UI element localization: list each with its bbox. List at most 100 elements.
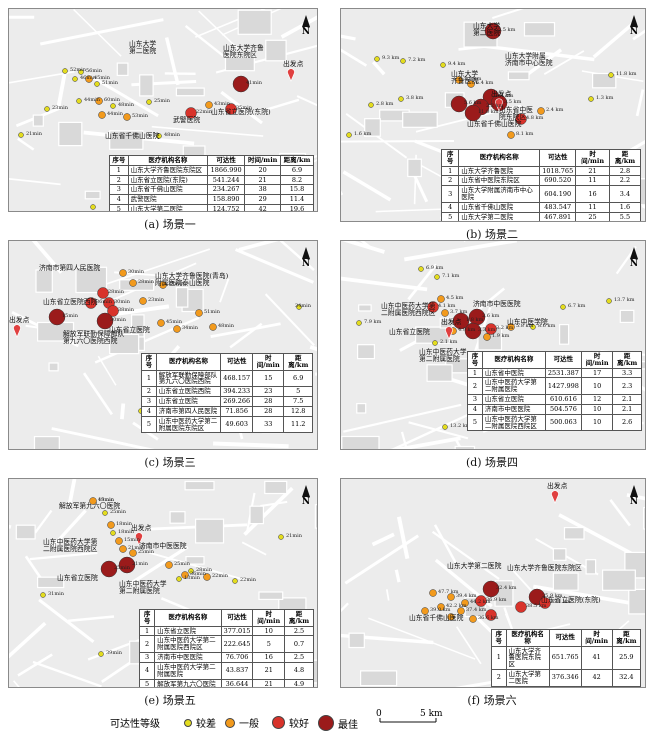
hospital-marker xyxy=(398,96,404,102)
hospital-name-label: 山东省立医院(东院) xyxy=(541,596,601,604)
table-row: 5 山东大学第二医院 124.752 42 19.6 xyxy=(109,204,314,211)
table-cell: 3 xyxy=(138,652,156,663)
travel-time-label: 22min xyxy=(212,573,228,579)
hospital-marker xyxy=(129,279,137,287)
scale-km: 5 km xyxy=(420,709,443,719)
ranking-table: 序号 医疗机构名称 可达性 时间/min 距离/km 1 山东大学齐鲁医院东院区 651.76… xyxy=(491,629,642,687)
table-cell: 49.603 xyxy=(220,415,254,434)
table-cell: 山东省千佛山医院 xyxy=(505,685,550,687)
table-row: 5 山东大学第二医院 467.891 25 5.5 xyxy=(440,211,642,221)
table-header-cell: 距离/km xyxy=(280,155,314,166)
travel-time-label: 4.1 km xyxy=(438,303,456,309)
table-header-cell: 可达性 xyxy=(206,155,246,166)
travel-time-label: 3.8 km xyxy=(406,95,424,101)
table-cell: 604.190 xyxy=(539,185,577,203)
table-cell: 山东省中医院东院区 xyxy=(458,175,541,187)
hospital-name-label: 山东省千佛山医院 xyxy=(467,120,522,128)
travel-time-label: 35.1 km xyxy=(550,599,571,605)
hospital-marker xyxy=(129,549,137,557)
hospital-marker xyxy=(85,75,93,83)
travel-time-label: 15min xyxy=(62,313,78,319)
table-cell: 21 xyxy=(252,661,286,680)
hospital-marker xyxy=(537,107,545,115)
table-header-cell: 医疗机构名称 xyxy=(458,149,541,167)
hospital-marker xyxy=(97,287,109,299)
legend-level-fair: 一般 xyxy=(225,715,259,730)
table-cell: 222.645 xyxy=(220,635,254,654)
travel-time-label: 21min xyxy=(26,131,42,137)
travel-time-label: 3.7 km xyxy=(450,309,468,315)
hospital-marker xyxy=(608,72,614,78)
table-row: 3 山东省立医院 269.266 28 7.5 xyxy=(141,396,313,407)
hospital-marker xyxy=(107,521,115,529)
level-dot-icon xyxy=(318,715,334,731)
hospital-marker xyxy=(434,274,440,280)
table-header-cell: 时间/min xyxy=(580,351,614,369)
north-arrow-icon: N xyxy=(299,15,313,37)
table-cell: 25.9 xyxy=(611,645,642,671)
hospital-marker xyxy=(296,304,302,310)
table-cell: 19.6 xyxy=(280,204,314,211)
table-cell: 2.3 xyxy=(612,377,642,396)
table-header-cell: 距离/km xyxy=(611,629,642,647)
table-header-cell: 医疗机构名称 xyxy=(127,155,208,166)
hospital-marker xyxy=(119,545,127,553)
origin-pin-icon xyxy=(445,326,453,340)
table-header-cell: 可达性 xyxy=(544,351,582,369)
scale-bar-icon xyxy=(379,718,437,723)
scale-zero: 0 xyxy=(376,709,382,719)
table-row: 1 山东大学齐鲁医院东院区 1866.990 20 6.9 xyxy=(109,164,314,176)
north-arrow-icon: N xyxy=(627,485,641,507)
hospital-name-label: 山东中医学院 xyxy=(507,318,548,326)
table-header-cell: 距离/km xyxy=(284,609,314,627)
table-cell: 山东大学齐鲁医院东院区 xyxy=(127,164,208,176)
travel-time-label: 36.9 km xyxy=(486,597,507,603)
table-cell: 158.890 xyxy=(206,194,246,206)
table-cell: 541.244 xyxy=(206,174,246,186)
table-cell: 20 xyxy=(244,164,282,176)
travel-time-label: 21min xyxy=(132,561,148,567)
origin-label: 出发点 xyxy=(283,60,304,68)
travel-time-label: 35min xyxy=(236,105,252,111)
table-cell: 山东省立医院西院 xyxy=(155,386,222,398)
legend: 可达性等级 较差 一般 较好 最佳 0 5 km xyxy=(0,709,650,731)
table-cell: 610.616 xyxy=(544,394,582,405)
travel-time-label: 43min xyxy=(214,101,230,107)
table-row: 1 山东大学齐鲁医院东院区 651.765 41 25.9 xyxy=(491,645,642,671)
travel-time-label: 9.4 km xyxy=(448,61,466,67)
hospital-marker xyxy=(115,537,123,545)
table-cell: 28 xyxy=(252,396,285,407)
travel-time-label: 60min xyxy=(104,97,120,103)
table-cell: 山东省千佛山医院 xyxy=(458,201,541,213)
table-row: 2 山东省立医院西院 394.233 23 5 xyxy=(141,386,313,398)
panel-caption: (c) 场景三 xyxy=(144,456,196,469)
table-cell: 4 xyxy=(138,661,156,680)
table-cell: 山东大学齐鲁医院东院区 xyxy=(505,645,550,671)
table-cell: 5 xyxy=(440,211,460,221)
travel-time-label: 46min xyxy=(80,75,96,81)
map-panel-2: 出发点 山东大学 第二医院 山东大学附属 济南市中心医院 山东大学 齐鲁医院 山东省中医… xyxy=(340,8,646,222)
table-cell: 山东大学第二医院 xyxy=(127,204,208,211)
hospital-marker xyxy=(205,101,213,109)
travel-time-label: 1.9 km xyxy=(492,333,510,339)
ranking-table: 序号 医疗机构名称 可达性 时间/min 距离/km 1 山东大学齐鲁医院东院区 1866.9… xyxy=(109,155,314,211)
map-panel-5: 出发点 解放军第九六〇医院 山东中医药大学第 二附属医院西院区 济南市中医医院 山东省立… xyxy=(8,478,318,688)
table-cell: 11 xyxy=(575,201,610,213)
travel-time-label: 5.8 km xyxy=(464,76,482,82)
origin-label: 出发点 xyxy=(441,318,462,326)
table-cell: 36.644 xyxy=(220,678,254,687)
hospital-marker xyxy=(159,281,167,289)
hospital-marker xyxy=(110,530,116,536)
hospital-marker xyxy=(40,592,46,598)
hospital-marker xyxy=(89,497,97,505)
travel-time-label: 4.5 km xyxy=(446,295,464,301)
table-cell: 解放军第九六〇医院 xyxy=(154,678,222,687)
hospital-name-label: 山东大学齐鲁医院东院区 xyxy=(507,564,582,572)
hospital-marker xyxy=(146,99,152,105)
travel-time-label: 51min xyxy=(204,309,220,315)
hospital-marker xyxy=(225,103,237,115)
table-header-cell: 序号 xyxy=(109,155,129,166)
table-cell: 解放军联勤保障部队第九六〇医院西院 xyxy=(155,369,222,388)
table-cell: 11 xyxy=(575,175,610,187)
table-cell: 21 xyxy=(575,165,610,177)
